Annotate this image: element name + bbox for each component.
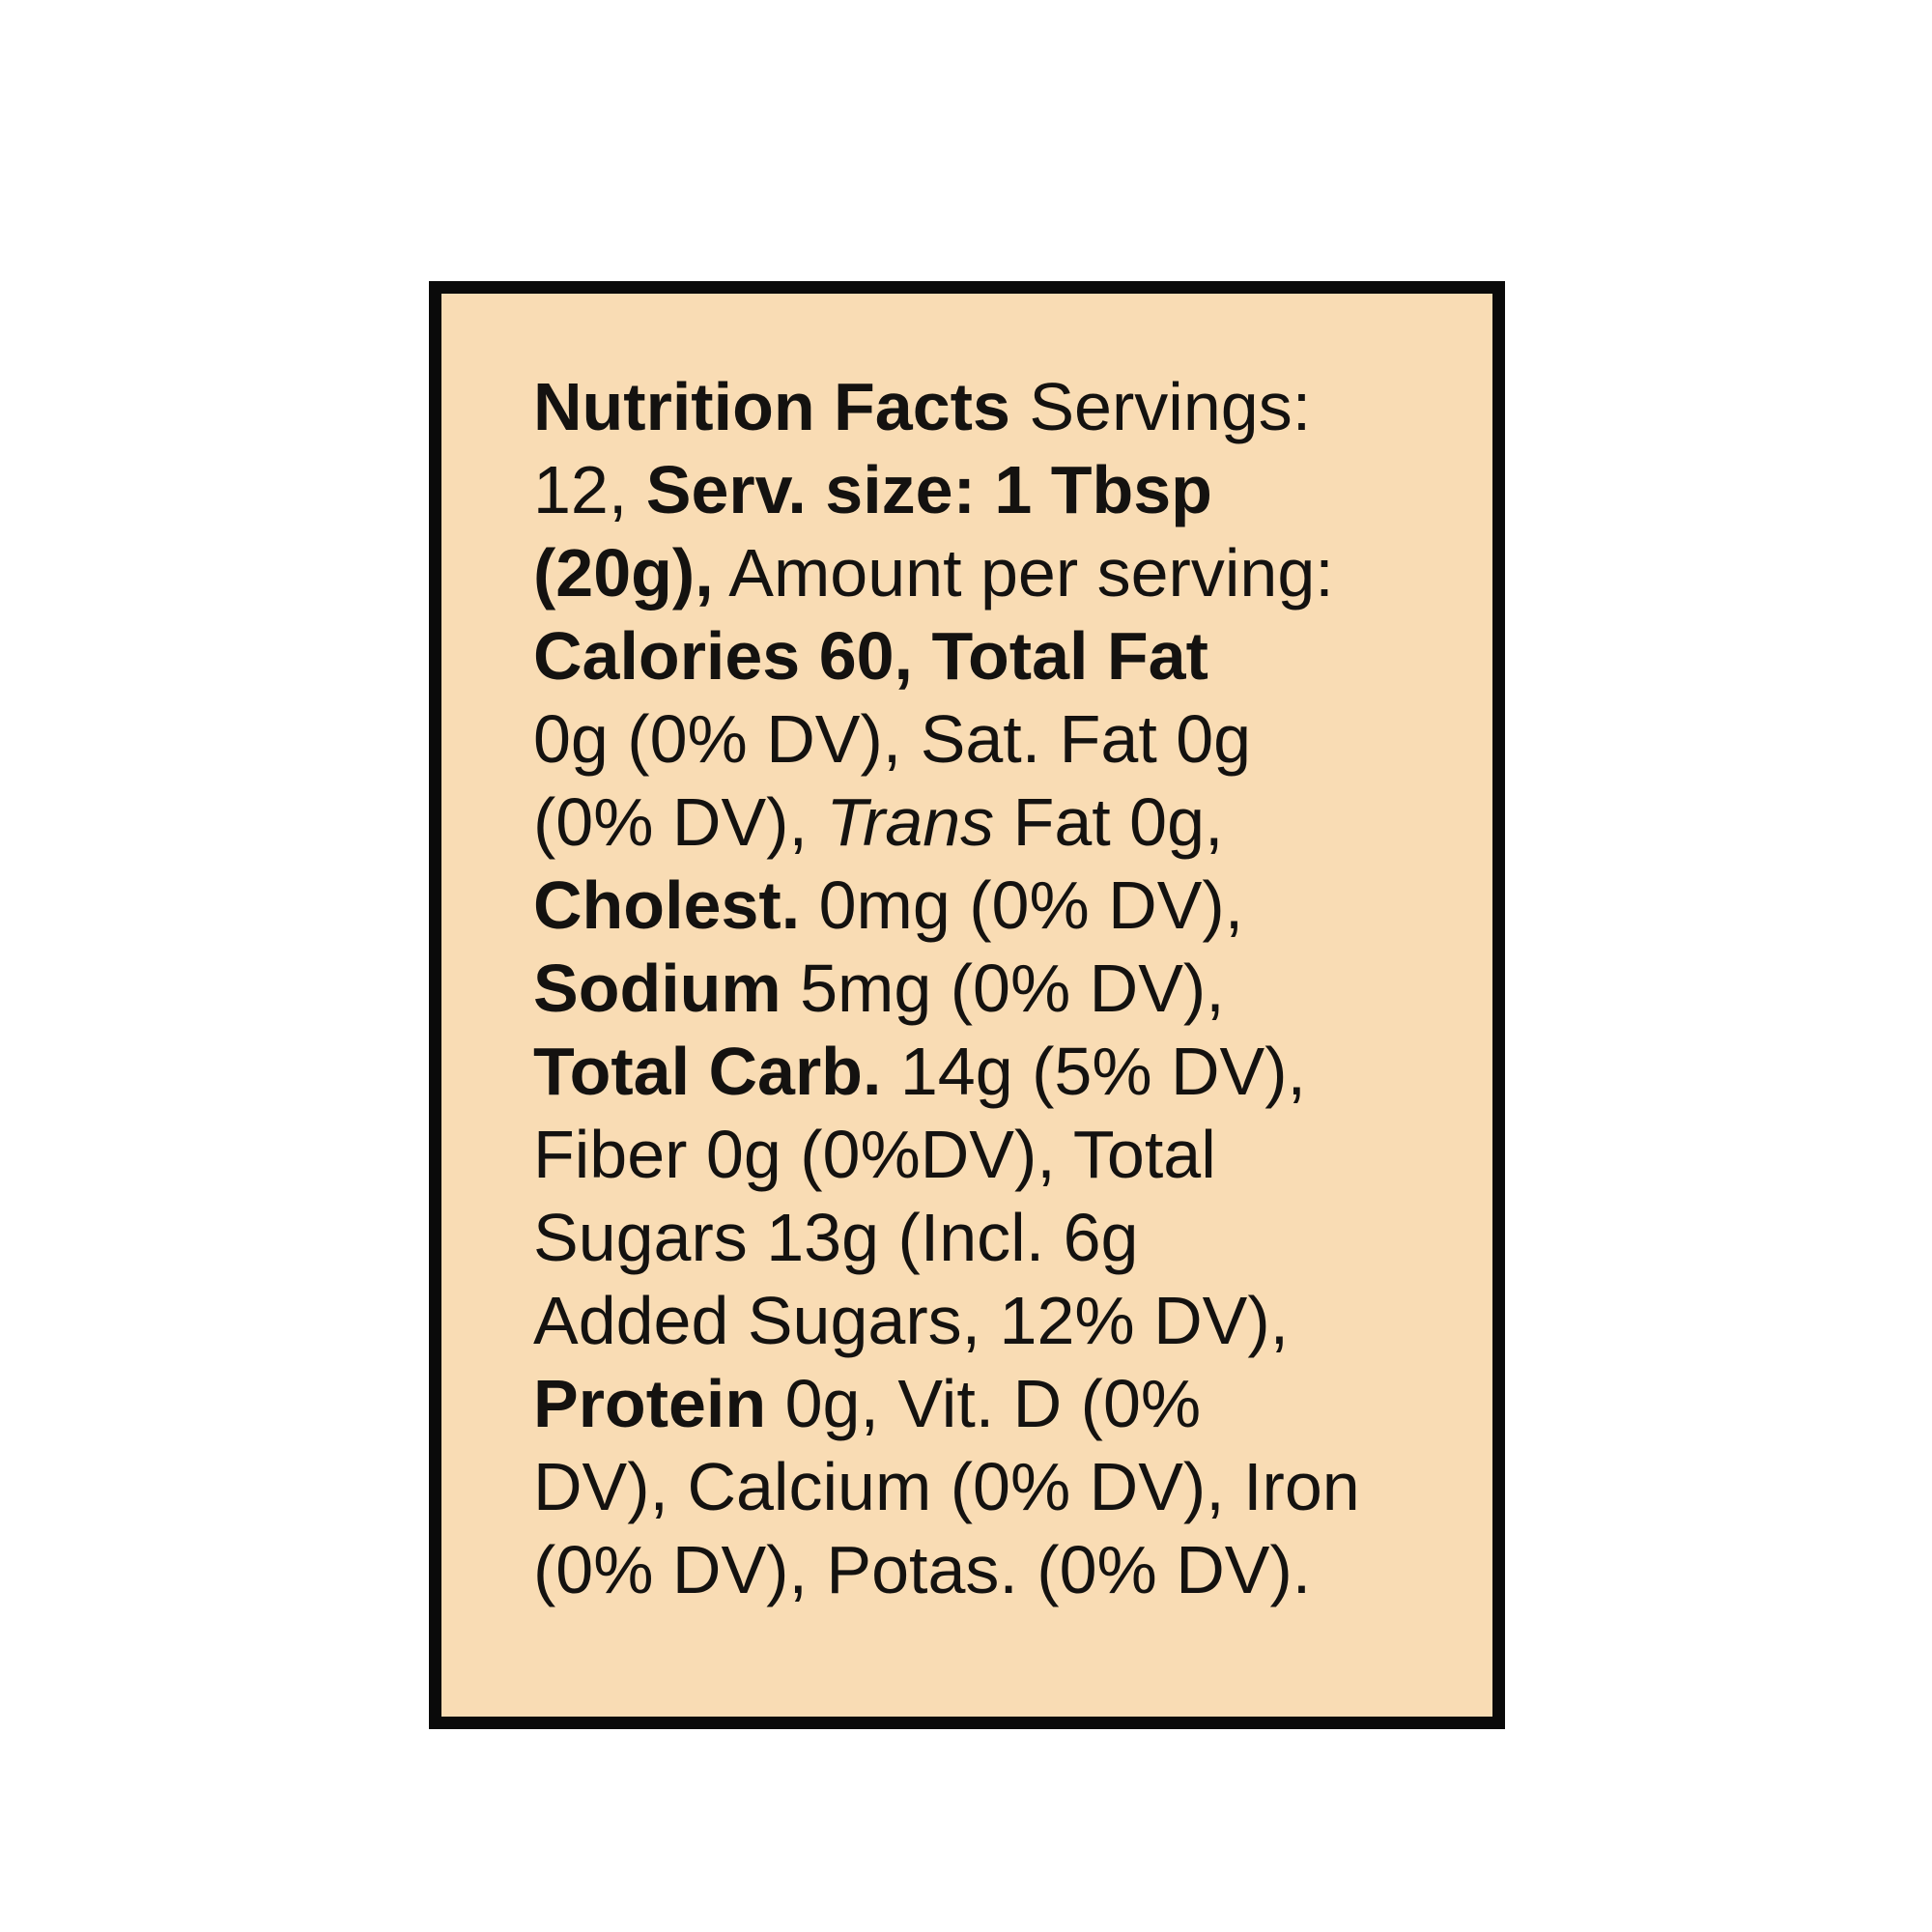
label-line: Fiber 0g (0%DV), Total — [533, 1113, 1461, 1196]
nutrient-text: Trans — [826, 784, 995, 860]
nutrient-heading: (20g), — [533, 535, 714, 611]
label-line: DV), Calcium (0% DV), Iron — [533, 1445, 1461, 1528]
nutrient-text: 5mg (0% DV), — [781, 951, 1225, 1026]
nutrient-heading: Nutrition Facts — [533, 369, 1010, 444]
nutrient-text: Added Sugars, 12% DV), — [533, 1283, 1290, 1358]
nutrient-text: 0mg (0% DV), — [800, 867, 1244, 943]
label-line: 0g (0% DV), Sat. Fat 0g — [533, 697, 1461, 781]
label-line: Sodium 5mg (0% DV), — [533, 947, 1461, 1030]
label-line: Protein 0g, Vit. D (0% — [533, 1362, 1461, 1445]
label-line: Cholest. 0mg (0% DV), — [533, 864, 1461, 947]
nutrient-heading: Serv. size: 1 Tbsp — [645, 452, 1212, 527]
label-line: Sugars 13g (Incl. 6g — [533, 1196, 1461, 1279]
label-line: Total Carb. 14g (5% DV), — [533, 1030, 1461, 1113]
nutrient-text: 12, — [533, 452, 646, 527]
nutrition-label — [429, 281, 1505, 1729]
label-line: Calories 60, Total Fat — [533, 614, 1461, 697]
nutrient-heading: Sodium — [533, 951, 781, 1026]
label-line: (20g), Amount per serving: — [533, 531, 1461, 614]
label-line: Added Sugars, 12% DV), — [533, 1279, 1461, 1362]
nutrient-heading: Protein — [533, 1366, 767, 1441]
label-line: Nutrition Facts Servings: — [533, 365, 1461, 448]
nutrition-facts-text: Nutrition Facts Servings: 12, Serv. size:… — [533, 365, 1461, 1611]
nutrient-text: Servings: — [1009, 369, 1312, 444]
nutrient-text: Amount per serving: — [713, 535, 1334, 611]
nutrient-text: (0% DV), Potas. (0% DV). — [533, 1532, 1312, 1607]
nutrient-text: DV), Calcium (0% DV), Iron — [533, 1449, 1360, 1524]
nutrient-text: Fiber 0g (0%DV), Total — [533, 1117, 1216, 1192]
label-line: (0% DV), Trans Fat 0g, — [533, 781, 1461, 864]
nutrient-text: Sugars 13g (Incl. 6g — [533, 1200, 1139, 1275]
nutrient-text: (0% DV), — [533, 784, 827, 860]
nutrient-text: 14g (5% DV), — [881, 1034, 1307, 1109]
label-line: 12, Serv. size: 1 Tbsp — [533, 448, 1461, 531]
nutrient-heading: Calories 60, Total Fat — [533, 618, 1208, 694]
nutrient-text: Fat 0g, — [994, 784, 1224, 860]
nutrient-text: 0g, Vit. D (0% — [766, 1366, 1202, 1441]
nutrient-heading: Total Carb. — [533, 1034, 882, 1109]
nutrient-text: 0g (0% DV), Sat. Fat 0g — [533, 701, 1252, 777]
label-line: (0% DV), Potas. (0% DV). — [533, 1528, 1461, 1611]
nutrient-heading: Cholest. — [533, 867, 801, 943]
